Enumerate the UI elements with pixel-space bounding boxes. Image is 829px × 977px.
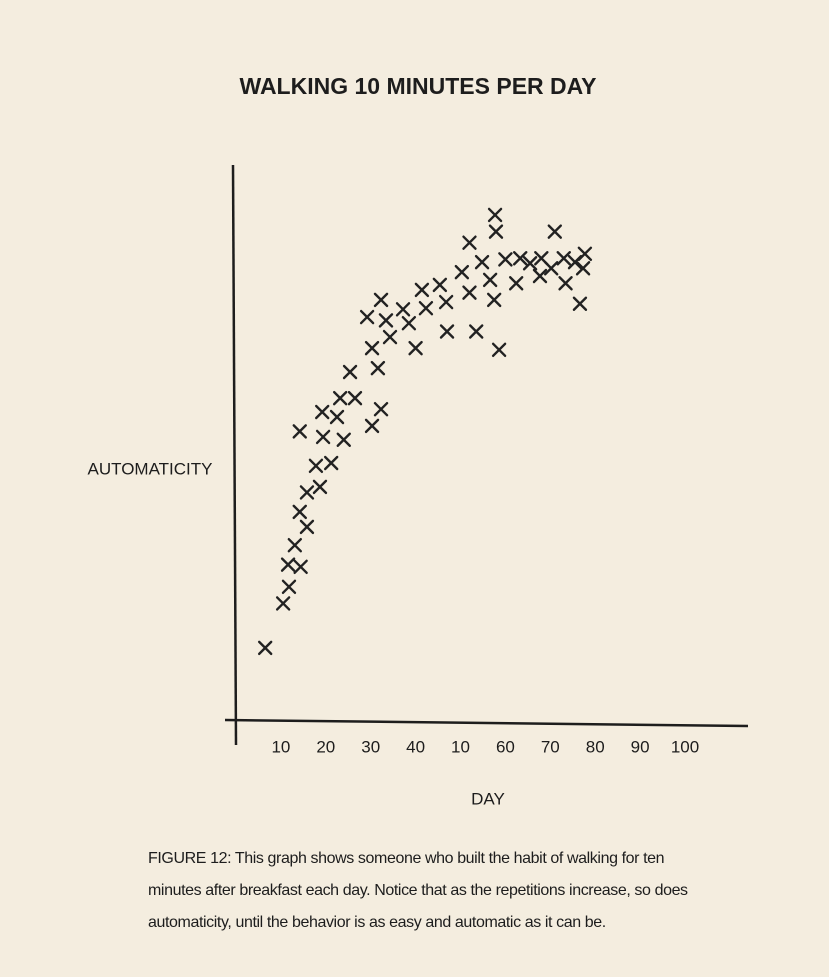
chart: WALKING 10 MINUTES PER DAY AUTOMATICITY … xyxy=(88,73,749,808)
data-point xyxy=(482,272,498,288)
data-point xyxy=(462,285,477,300)
data-point xyxy=(315,404,330,420)
data-point xyxy=(556,251,571,266)
data-point xyxy=(498,252,513,267)
x-tick-label: 30 xyxy=(361,737,380,756)
x-tick-label: 100 xyxy=(671,737,699,756)
data-point xyxy=(491,342,507,358)
data-point xyxy=(395,302,411,317)
data-point xyxy=(577,246,593,261)
data-point xyxy=(414,282,430,298)
data-point xyxy=(439,324,455,339)
data-point xyxy=(275,596,291,611)
data-point xyxy=(454,264,470,280)
data-point xyxy=(373,292,389,308)
data-point xyxy=(432,277,448,293)
x-tick-label: 90 xyxy=(631,737,650,756)
data-point xyxy=(438,294,454,310)
figure-caption: FIGURE 12: This graph shows someone who … xyxy=(148,850,688,931)
data-point xyxy=(418,300,434,316)
data-point xyxy=(347,390,363,406)
x-axis-label: DAY xyxy=(471,789,505,808)
data-point xyxy=(342,364,358,380)
data-point xyxy=(287,537,303,553)
y-axis xyxy=(231,164,238,746)
data-point xyxy=(547,224,562,239)
x-tick-label: 20 xyxy=(316,737,335,756)
x-tick-label: 40 xyxy=(406,737,425,756)
data-point xyxy=(299,519,315,535)
data-point xyxy=(364,340,380,356)
x-axis xyxy=(224,718,749,728)
data-point xyxy=(280,557,296,572)
data-point xyxy=(281,579,297,594)
data-point xyxy=(293,559,308,575)
x-tick-label: 80 xyxy=(586,737,605,756)
data-point xyxy=(299,485,315,500)
data-point xyxy=(408,340,423,356)
x-tick-label: 70 xyxy=(541,737,560,756)
data-point xyxy=(370,360,386,376)
data-point xyxy=(522,256,538,271)
x-tick-label: 10 xyxy=(451,737,470,756)
y-axis-label: AUTOMATICITY xyxy=(88,459,213,478)
data-point xyxy=(315,429,331,445)
data-point xyxy=(359,309,375,325)
x-tick-label: 10 xyxy=(271,737,290,756)
data-point xyxy=(486,292,502,308)
data-point xyxy=(543,261,559,276)
data-point xyxy=(572,296,588,311)
data-point xyxy=(336,432,351,447)
data-point xyxy=(364,418,380,434)
data-point xyxy=(469,324,484,339)
data-point xyxy=(401,315,417,331)
data-point xyxy=(462,235,477,250)
data-point xyxy=(488,224,504,239)
data-point xyxy=(323,455,339,471)
data-point xyxy=(487,207,503,223)
data-point xyxy=(292,504,307,520)
data-point xyxy=(575,261,591,276)
chart-title: WALKING 10 MINUTES PER DAY xyxy=(240,73,597,99)
data-point xyxy=(532,268,548,284)
data-point xyxy=(474,254,490,270)
data-point xyxy=(332,390,348,406)
data-point xyxy=(312,479,328,495)
data-point xyxy=(308,458,324,474)
data-point xyxy=(257,640,273,656)
data-point xyxy=(382,329,398,345)
data-point xyxy=(373,402,389,417)
data-point xyxy=(513,251,528,266)
data-point xyxy=(329,409,345,425)
data-point xyxy=(508,276,524,291)
data-point xyxy=(378,313,394,328)
x-tick-label: 60 xyxy=(496,737,515,756)
data-point xyxy=(292,424,307,439)
data-point xyxy=(558,276,573,291)
